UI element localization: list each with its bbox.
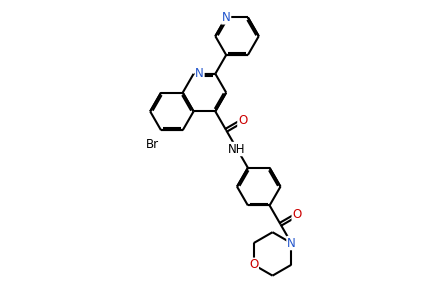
- Text: N: N: [222, 11, 231, 24]
- Text: O: O: [238, 114, 247, 127]
- Text: N: N: [287, 236, 296, 250]
- Text: O: O: [292, 208, 301, 221]
- Text: O: O: [249, 258, 258, 271]
- Text: Br: Br: [146, 138, 160, 151]
- Text: N: N: [195, 67, 204, 80]
- Text: NH: NH: [228, 142, 246, 156]
